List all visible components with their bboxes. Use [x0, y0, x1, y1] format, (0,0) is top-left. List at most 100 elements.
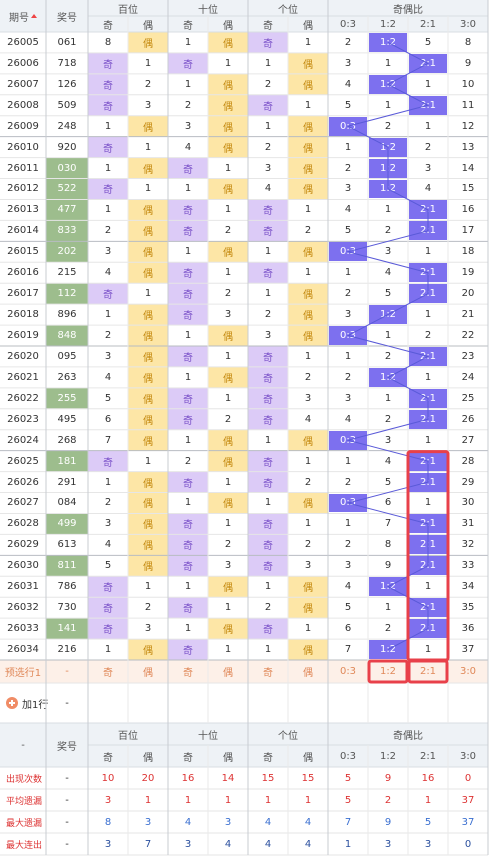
miss-count: 3	[344, 183, 352, 195]
hit-cell: 奇	[88, 597, 128, 619]
miss-count: 3	[104, 350, 112, 362]
trend-line	[346, 42, 430, 650]
sort-icon[interactable]	[31, 14, 37, 18]
period: 26006	[7, 57, 39, 69]
group-header: 百位	[88, 723, 168, 745]
miss-count: 3	[144, 623, 152, 635]
miss-count: 5	[344, 99, 352, 111]
ratio-header: 1:2	[368, 16, 408, 32]
miss-count: 31	[461, 518, 475, 530]
hit-cell: 奇	[168, 52, 208, 74]
stat-value: 1	[264, 794, 272, 806]
miss-count: 2	[344, 476, 352, 488]
miss-count: 2	[224, 413, 232, 425]
period: 26014	[7, 225, 39, 237]
hit-cell: 奇	[248, 366, 288, 388]
miss-count: 2	[304, 371, 312, 383]
miss-count: 2	[264, 78, 272, 90]
hit-cell: 奇	[248, 408, 288, 430]
period: 26034	[7, 644, 39, 656]
miss-count: 14	[461, 162, 475, 174]
hit-cell: 偶	[288, 576, 328, 598]
preselect-cell: 偶	[128, 660, 168, 683]
miss-count: 1	[304, 455, 312, 467]
period: 26023	[7, 413, 39, 425]
draw-number: 202	[46, 241, 88, 263]
miss-count: 1	[384, 57, 392, 69]
miss-count: 5	[344, 225, 352, 237]
miss-count: 3	[304, 392, 312, 404]
add-icon-plus	[11, 700, 13, 706]
miss-count: 2	[344, 539, 352, 551]
miss-count: 1	[344, 350, 352, 362]
stat-label: 最大遗漏	[6, 818, 43, 829]
miss-count: 29	[461, 476, 475, 488]
miss-count: 1	[104, 162, 112, 174]
miss-count: 2	[264, 141, 272, 153]
period: 26017	[7, 288, 39, 300]
period: 26025	[7, 455, 39, 467]
miss-count: 1	[424, 309, 432, 321]
miss-count: 2	[384, 413, 392, 425]
draw-number: 718	[57, 57, 77, 69]
stat-value: 15	[261, 772, 275, 784]
miss-count: 15	[461, 183, 475, 195]
stat-value: 3	[184, 838, 192, 850]
hit-cell: 偶	[128, 408, 168, 430]
miss-count: 1	[184, 78, 192, 90]
draw-number: 477	[46, 199, 88, 221]
draw-number: 896	[57, 309, 77, 321]
hit-cell: 偶	[288, 429, 328, 451]
hit-cell: 偶	[288, 136, 328, 158]
stat-value: 3	[224, 816, 232, 828]
draw-number: 811	[46, 555, 88, 577]
hit-cell: 奇	[248, 199, 288, 221]
miss-count: 1	[304, 518, 312, 530]
miss-count: 1	[184, 183, 192, 195]
miss-count: 6	[104, 413, 112, 425]
preselect-number: -	[46, 660, 88, 683]
stat-value: 4	[264, 816, 272, 828]
miss-count: 1	[424, 581, 432, 593]
stat-value: 1	[224, 794, 232, 806]
hit-cell: 奇	[168, 408, 208, 430]
add-icon[interactable]	[6, 697, 18, 709]
parity-header: 偶	[288, 745, 328, 767]
miss-count: 2	[344, 288, 352, 300]
group-header: 个位	[248, 0, 328, 16]
miss-count: 2	[224, 225, 232, 237]
miss-count: 16	[461, 204, 475, 216]
miss-count: 1	[224, 57, 232, 69]
miss-count: 1	[384, 204, 392, 216]
hit-cell: 偶	[208, 94, 248, 116]
hit-cell: 奇	[88, 52, 128, 74]
stat-value: 3	[384, 838, 392, 850]
miss-count: 1	[224, 392, 232, 404]
miss-count: 36	[461, 623, 475, 635]
add-row-button[interactable]: 加1行	[0, 683, 48, 723]
miss-count: 1	[144, 57, 152, 69]
group-header: 十位	[168, 0, 248, 16]
period: 26031	[7, 581, 39, 593]
draw-number: 920	[57, 141, 77, 153]
hit-cell: 偶	[208, 241, 248, 263]
miss-count: 28	[461, 455, 475, 467]
group-header: 十位	[168, 723, 248, 745]
miss-count: 1	[224, 267, 232, 279]
miss-count: 4	[104, 371, 112, 383]
stat-value: 2	[384, 794, 392, 806]
miss-count: 1	[224, 162, 232, 174]
hit-cell: 偶	[208, 618, 248, 640]
hit-cell: 偶	[288, 115, 328, 137]
miss-count: 35	[461, 602, 475, 614]
hit-cell: 偶	[288, 639, 328, 660]
miss-count: 3	[104, 518, 112, 530]
stat-value: 15	[301, 772, 315, 784]
miss-count: 2	[104, 330, 112, 342]
miss-count: 2	[384, 350, 392, 362]
draw-number: 255	[46, 387, 88, 409]
ratio-header: 3:0	[448, 16, 488, 32]
period: 26030	[7, 560, 39, 572]
hit-cell: 偶	[128, 513, 168, 535]
